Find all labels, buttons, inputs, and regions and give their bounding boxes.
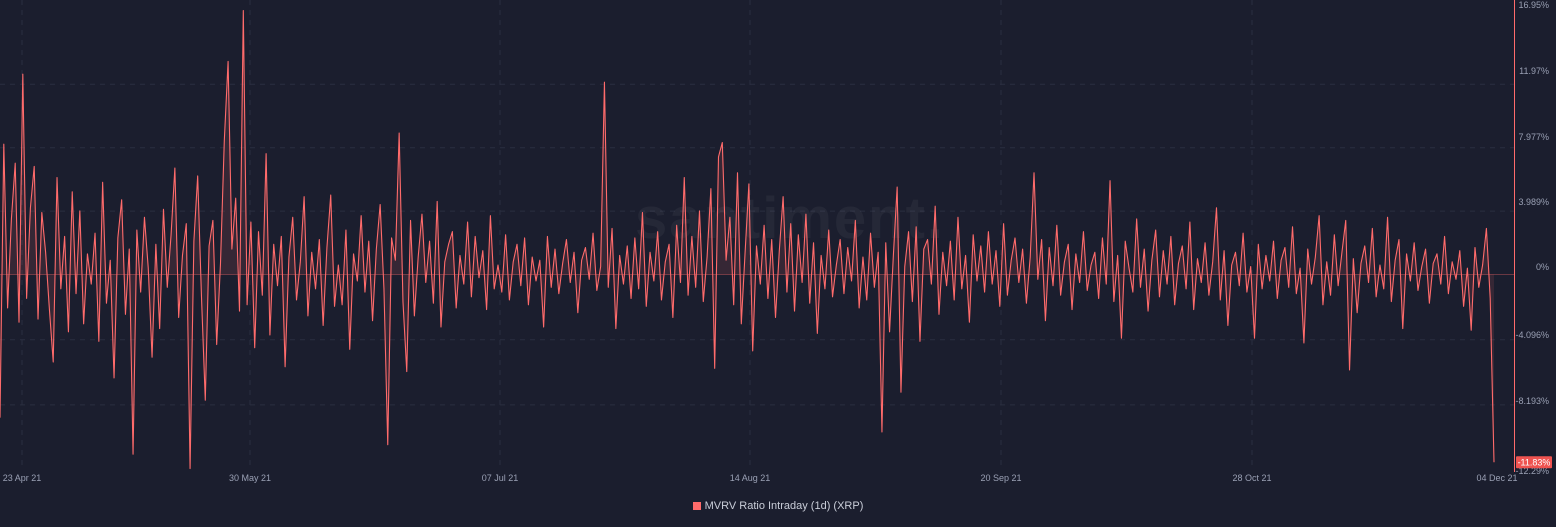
x-tick-label: 04 Dec 21 [1476,473,1517,483]
y-tick-label: 3.989% [1518,197,1549,207]
y-tick-label: -8.193% [1515,396,1549,406]
y-tick-label: 7.977% [1518,132,1549,142]
last-value-label: -11.83% [1518,458,1551,468]
label-layer: -11.83% [1516,456,1552,469]
series-area-layer [0,10,1495,470]
x-tick-label: 30 May 21 [229,473,271,483]
x-tick-label: 14 Aug 21 [730,473,771,483]
y-tick-label: 16.95% [1518,0,1549,10]
series-line [0,10,1495,470]
x-tick-label: 23 Apr 21 [3,473,42,483]
y-tick-label: -12.29% [1515,466,1549,476]
series-area-fill [0,10,1494,469]
x-tick-label: 20 Sep 21 [980,473,1021,483]
y-tick-label: 0% [1536,262,1549,272]
last-value-badge [1516,456,1552,469]
legend[interactable]: MVRV Ratio Intraday (1d) (XRP) [0,500,1556,512]
x-tick-label: 28 Oct 21 [1232,473,1271,483]
x-tick-label: 07 Jul 21 [482,473,519,483]
legend-label: MVRV Ratio Intraday (1d) (XRP) [704,500,864,512]
y-tick-label: 11.97% [1519,66,1549,76]
y-tick-label: -4.096% [1515,330,1549,340]
legend-swatch [692,502,701,510]
axis-layer: 16.95% 11.97% 7.977% 3.989% 0% -4.096% -8.193%… [3,0,1549,483]
